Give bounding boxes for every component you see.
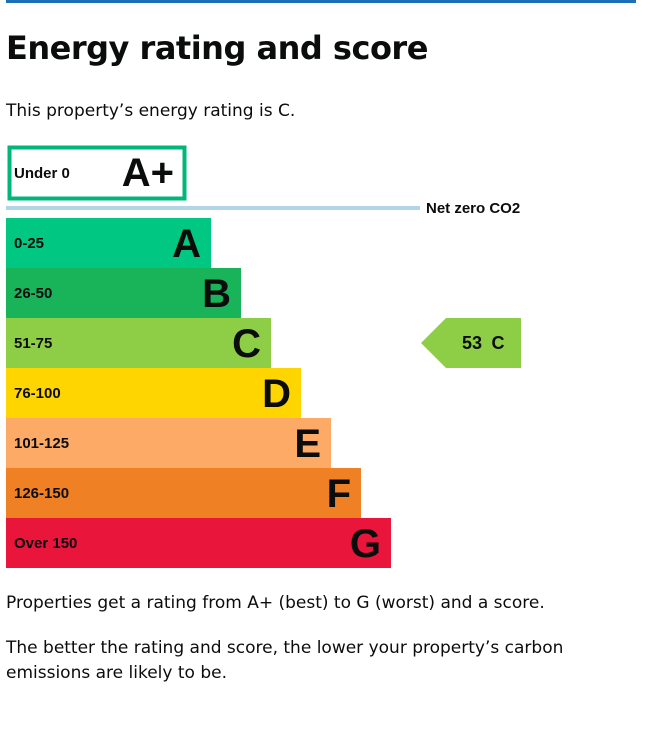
band-b-range: 26-50 <box>14 285 52 302</box>
band-f-bar <box>6 468 361 518</box>
band-aplus-box <box>7 145 187 201</box>
band-a-bar <box>6 218 211 268</box>
header-accent-bar <box>6 0 636 3</box>
rating-explanation: Properties get a rating from A+ (best) t… <box>6 593 545 613</box>
band-f-range: 126-150 <box>14 485 69 502</box>
band-aplus-range: Under 0 <box>14 165 70 182</box>
band-c-letter: C <box>232 322 261 366</box>
carbon-note: The better the rating and score, the low… <box>6 638 564 683</box>
page-title: Energy rating and score <box>6 29 428 67</box>
energy-rating-chart: Under 0 A+ Net zero CO2 0-25 A 26-50 B 51-75 C 76… <box>6 145 521 568</box>
band-g-letter: G <box>350 522 381 566</box>
band-e-bar <box>6 418 331 468</box>
band-d-range: 76-100 <box>14 385 61 402</box>
current-rating-arrow <box>421 318 521 368</box>
band-g-range: Over 150 <box>14 535 77 552</box>
band-e-range: 101-125 <box>14 435 69 452</box>
band-b-letter: B <box>202 272 231 316</box>
band-f-letter: F <box>327 472 351 516</box>
band-d-letter: D <box>262 372 291 416</box>
energy-rating-summary: This property’s energy rating is C. <box>6 101 296 121</box>
band-g-bar <box>6 518 391 568</box>
band-a-letter: A <box>172 222 201 266</box>
net-zero-label: Net zero CO2 <box>426 200 520 217</box>
band-c-bar <box>6 318 271 368</box>
band-d-bar <box>6 368 301 418</box>
band-b-bar <box>6 268 241 318</box>
current-letter: C <box>492 333 505 353</box>
band-aplus-letter: A+ <box>122 151 174 195</box>
band-a-range: 0-25 <box>14 235 44 252</box>
band-c-range: 51-75 <box>14 335 52 352</box>
band-e-letter: E <box>294 422 321 466</box>
current-score: 53 <box>462 333 482 353</box>
